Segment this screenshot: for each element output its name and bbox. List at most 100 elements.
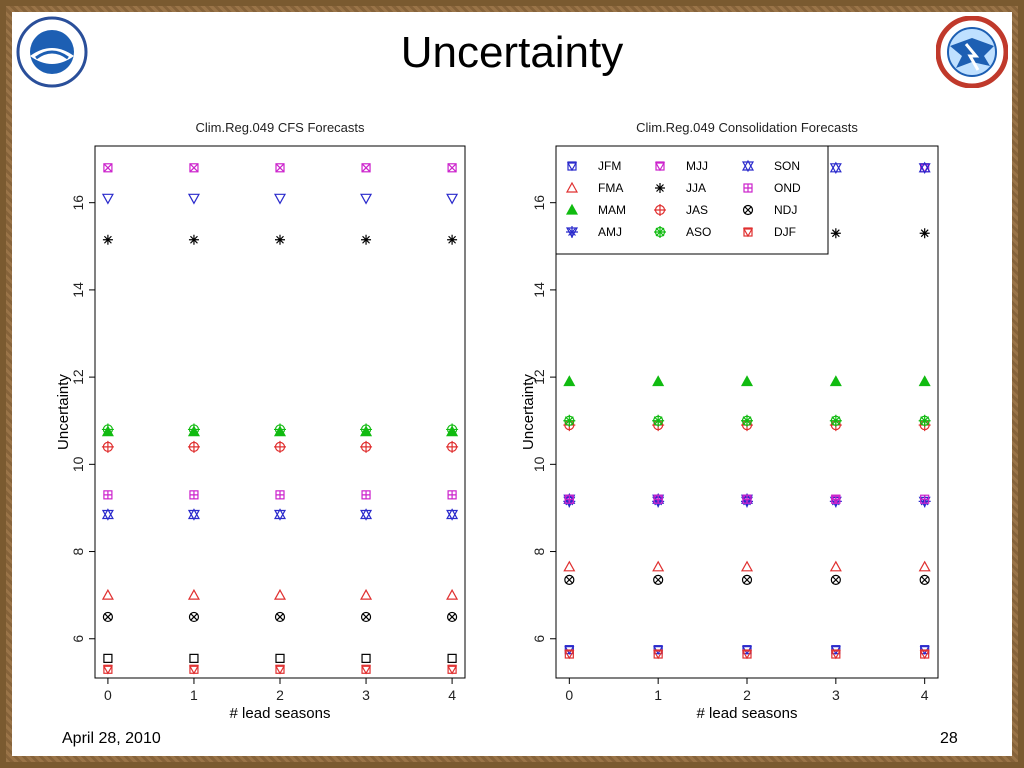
y-tick-label: 12 <box>531 369 547 385</box>
legend-label-jja: JJA <box>686 181 706 195</box>
point-jfm <box>189 653 199 663</box>
point-djf <box>447 664 458 675</box>
x-tick-label: 0 <box>104 687 112 703</box>
x-tick-label: 1 <box>190 687 198 703</box>
point-ndj <box>102 611 114 623</box>
x-axis-label: # lead seasons <box>230 705 331 722</box>
y-tick-label: 6 <box>70 635 86 643</box>
x-tick-label: 3 <box>362 687 370 703</box>
y-tick-label: 10 <box>70 456 86 472</box>
x-tick-label: 4 <box>448 687 456 703</box>
point-aso <box>187 423 200 436</box>
point-fma <box>446 588 459 600</box>
point-jas <box>101 440 114 453</box>
legend-marker-aso <box>654 226 666 238</box>
point-djf <box>830 649 841 660</box>
point-jfm <box>361 653 371 663</box>
point-ndj <box>653 574 664 585</box>
point-son <box>273 508 287 521</box>
point-son <box>101 508 114 521</box>
point-ond <box>361 490 371 500</box>
point-djf <box>274 664 286 675</box>
point-amj <box>273 193 287 205</box>
point-ndj <box>446 611 458 623</box>
legend-label-ndj: NDJ <box>774 203 797 217</box>
point-son <box>446 508 459 521</box>
point-mjj <box>447 163 457 173</box>
x-tick-label: 2 <box>276 687 284 703</box>
point-jja <box>919 228 930 239</box>
point-jas <box>446 440 459 453</box>
point-aso <box>360 423 373 436</box>
point-aso <box>446 423 459 436</box>
y-tick-label: 8 <box>531 547 547 555</box>
point-ndj <box>188 611 200 623</box>
point-jas <box>360 440 373 453</box>
point-jja <box>361 234 372 245</box>
point-djf <box>741 649 753 660</box>
legend-marker-amj <box>565 226 579 239</box>
x-tick-label: 3 <box>832 687 840 703</box>
point-djf <box>361 664 372 675</box>
point-amj <box>446 193 459 205</box>
y-tick-label: 14 <box>531 282 547 298</box>
x-tick-label: 2 <box>743 687 751 703</box>
legend-marker-ond <box>743 183 753 193</box>
point-jfm <box>447 653 457 663</box>
point-mam <box>829 375 842 387</box>
legend-marker-jas <box>654 204 666 216</box>
point-jfm <box>103 653 113 663</box>
point-fma <box>101 588 114 600</box>
point-ond <box>189 490 199 500</box>
chart-title: Clim.Reg.049 CFS Forecasts <box>195 120 365 135</box>
point-fma <box>563 560 576 572</box>
point-ond <box>653 494 663 504</box>
point-ndj <box>564 574 575 585</box>
point-ond <box>275 490 285 500</box>
legend-box <box>555 145 829 255</box>
y-axis-label: Uncertainty <box>520 374 537 450</box>
point-aso <box>741 414 753 427</box>
point-djf <box>188 664 199 675</box>
y-tick-label: 6 <box>531 635 547 643</box>
y-axis-label: Uncertainty <box>55 374 72 450</box>
legend-marker-mam <box>565 203 579 215</box>
point-son <box>187 508 200 521</box>
point-ndj <box>274 611 286 623</box>
point-aso <box>652 414 665 427</box>
legend-marker-ndj <box>742 204 754 216</box>
legend-label-son: SON <box>774 159 800 173</box>
legend-label-fma: FMA <box>598 181 623 195</box>
legend-label-jas: JAS <box>686 203 708 217</box>
y-tick-label: 10 <box>531 456 547 472</box>
noaa-logo-icon <box>16 16 88 88</box>
page-number: 28 <box>940 730 958 747</box>
point-fma <box>918 560 931 572</box>
point-amj <box>187 193 200 205</box>
legend-label-aso: ASO <box>686 225 711 239</box>
point-jas <box>187 440 200 453</box>
point-aso <box>101 423 114 436</box>
point-fma <box>829 560 842 572</box>
point-djf <box>564 649 575 660</box>
point-ond <box>831 494 841 504</box>
point-ndj <box>741 574 753 585</box>
legend-label-djf: DJF <box>774 225 796 239</box>
y-tick-label: 16 <box>70 195 86 211</box>
x-axis-label: # lead seasons <box>697 705 798 722</box>
point-ond <box>742 494 752 504</box>
point-ond <box>564 494 574 504</box>
point-aso <box>918 414 931 427</box>
point-ond <box>103 490 113 500</box>
point-mam <box>918 375 931 387</box>
point-fma <box>187 588 200 600</box>
y-tick-label: 14 <box>70 282 86 298</box>
point-son <box>918 161 931 175</box>
point-ndj <box>919 574 930 585</box>
point-mjj <box>103 163 113 173</box>
point-jas <box>274 440 286 453</box>
nws-logo-icon <box>936 16 1008 88</box>
footer-date: April 28, 2010 <box>62 730 161 747</box>
data-points <box>101 163 459 675</box>
slide <box>12 12 1012 756</box>
